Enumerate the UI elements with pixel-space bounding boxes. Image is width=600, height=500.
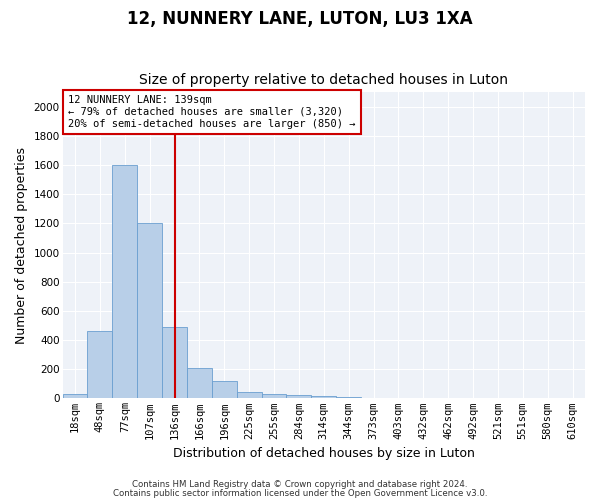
X-axis label: Distribution of detached houses by size in Luton: Distribution of detached houses by size … (173, 447, 475, 460)
Bar (286, 396, 311, 398)
Bar (162, 327, 187, 398)
Title: Size of property relative to detached houses in Luton: Size of property relative to detached ho… (139, 73, 508, 87)
Bar (336, 397, 361, 398)
Text: 12, NUNNERY LANE, LUTON, LU3 1XA: 12, NUNNERY LANE, LUTON, LU3 1XA (127, 10, 473, 28)
Text: 12 NUNNERY LANE: 139sqm
← 79% of detached houses are smaller (3,320)
20% of semi: 12 NUNNERY LANE: 139sqm ← 79% of detache… (68, 96, 355, 128)
Y-axis label: Number of detached properties: Number of detached properties (15, 147, 28, 344)
Text: Contains public sector information licensed under the Open Government Licence v3: Contains public sector information licen… (113, 488, 487, 498)
Bar (62, 394, 88, 398)
Bar (262, 394, 286, 398)
Bar (88, 332, 112, 398)
Bar (137, 224, 162, 398)
Bar (112, 165, 137, 398)
Bar (187, 368, 212, 398)
Text: Contains HM Land Registry data © Crown copyright and database right 2024.: Contains HM Land Registry data © Crown c… (132, 480, 468, 489)
Bar (237, 392, 262, 398)
Bar (311, 396, 336, 398)
Bar (212, 381, 237, 398)
